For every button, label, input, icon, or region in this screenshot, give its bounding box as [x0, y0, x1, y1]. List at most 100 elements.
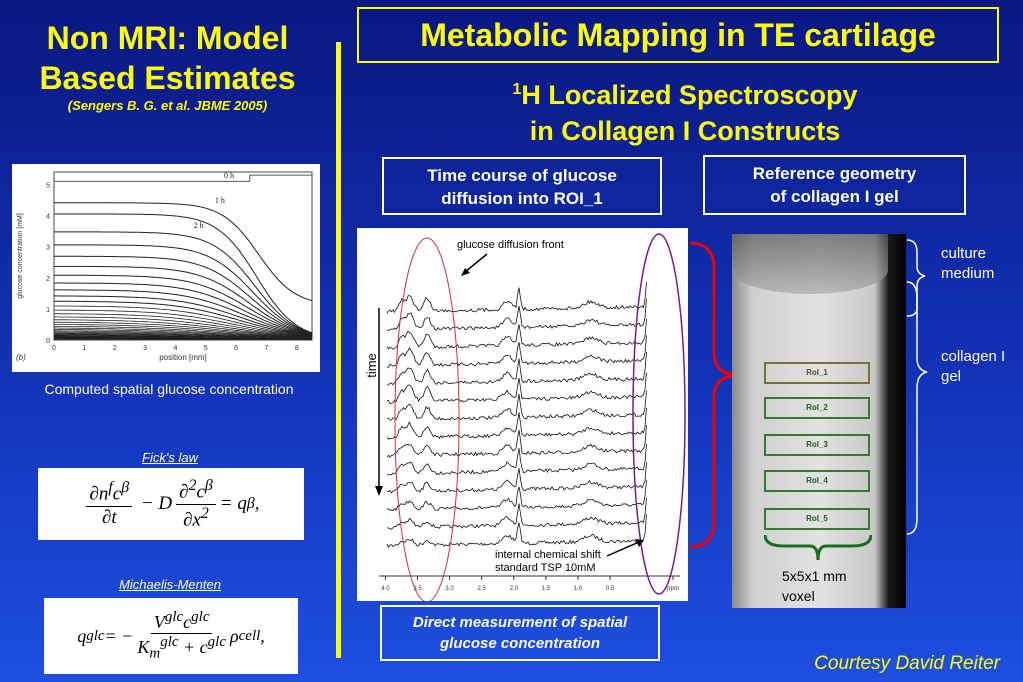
figure-caption: Computed spatial glucose concentration [44, 381, 294, 397]
subtitle-line: in Collagen I Constructs [529, 116, 841, 146]
spectrum-trace [386, 407, 647, 440]
voxel-label: 5x5x1 mm voxel [782, 566, 847, 606]
annotation-line: standard TSP 10mM [495, 562, 596, 574]
ppm-tick-label: 2.0 [510, 586, 519, 592]
concentration-curve [53, 319, 313, 338]
ppm-tick-label: 1.5 [542, 586, 551, 592]
divider-line [336, 42, 341, 658]
tsp-arrowhead [635, 539, 644, 547]
label-line: culture [941, 245, 987, 262]
culture-medium-label: culture medium [941, 244, 994, 284]
ppm-tick-label: 4.0 [381, 586, 390, 592]
concentration-curve [54, 295, 313, 337]
spectrum-trace [386, 479, 647, 512]
title-line: Non MRI: Model [46, 20, 289, 56]
spectrum-trace [386, 318, 647, 350]
label-line: collagen I [941, 348, 1006, 365]
tsp-region-ellipse [632, 233, 686, 595]
concentration-curve [54, 316, 313, 338]
front-arrowhead [461, 268, 470, 276]
curve-label: 1 h [215, 196, 225, 205]
subtitle: 1H Localized Spectroscopy in Collagen I … [420, 72, 950, 149]
curve-label: 2 h [194, 221, 204, 230]
concentration-curve [54, 321, 313, 339]
ppm-tick-label: 3.5 [413, 586, 422, 592]
concentration-curve [54, 244, 313, 334]
ppm-tick-label: 2.5 [478, 586, 487, 592]
ppm-tick-label: 3.0 [445, 586, 454, 592]
box-line: Reference geometry [752, 164, 917, 183]
roi-1[interactable]: RoI_1 [764, 362, 870, 384]
y-tick-label: 3 [46, 245, 50, 252]
label-line: medium [941, 265, 995, 282]
ppm-tick-label: 0.5 [606, 586, 615, 592]
concentration-curve [54, 282, 313, 336]
concentration-curve [53, 325, 313, 339]
spectrum-trace [386, 281, 647, 314]
y-axis-label: glucose concentration [mM] [17, 213, 24, 299]
courtesy-credit: Courtesy David Reiter [814, 653, 1000, 674]
roi-3[interactable]: RoI_3 [764, 434, 870, 456]
direct-measurement-box: Direct measurement of spatial glucose con… [380, 605, 660, 661]
tsp-annotation: internal chemical shift standard TSP 10mM [495, 549, 601, 575]
x-tick-label: 8 [295, 345, 299, 352]
concentration-curve [54, 313, 313, 338]
x-tick-label: 6 [234, 345, 238, 352]
michaelis-menten-equation: q glc = − Vglccglc Kmglc + cglc ρ cell, [44, 598, 298, 674]
x-tick-label: 0 [52, 345, 56, 352]
x-tick-label: 2 [113, 345, 117, 352]
roi-2[interactable]: RoI_2 [764, 397, 870, 419]
concentration-curve [54, 255, 313, 335]
box-line: Direct measurement of spatial [412, 614, 628, 631]
box-line: diffusion into ROI_1 [441, 189, 603, 208]
y-tick-label: 1 [46, 307, 50, 314]
left-title: Non MRI: Model Based Estimates [10, 18, 325, 98]
ficks-law-label: Fick's law [142, 450, 198, 465]
tsp-arrow [606, 541, 640, 557]
x-tick-label: 3 [143, 345, 147, 352]
white-braces [906, 239, 928, 535]
spectrum-trace [386, 444, 647, 476]
time-course-box: Time course of glucose diffusion into ROI… [382, 157, 662, 215]
spectrum-trace [386, 390, 647, 421]
spectra-panel: 4.0 3.5 3.0 2.5 2.0 1.5 1.0 0.5 ppm glucose diff… [357, 228, 688, 603]
roi-5[interactable]: RoI_5 [764, 508, 870, 530]
roi-4[interactable]: RoI_4 [764, 470, 870, 492]
box-line: Time course of glucose [427, 166, 617, 185]
time-arrowhead [375, 486, 383, 496]
x-tick-label: 5 [204, 345, 208, 352]
spectrum-trace [386, 298, 647, 331]
label-line: gel [941, 368, 962, 385]
glucose-concentration-chart: 0 1 2 3 4 5 6 7 8 0 1 2 3 4 5 position [mm] glucose conc… [12, 164, 320, 372]
y-tick-label: 0 [46, 338, 50, 345]
front-arrow [464, 253, 488, 273]
citation: (Sengers B. G. et al. JBME 2005) [67, 98, 268, 113]
spectrum-trace [387, 352, 647, 386]
x-tick-label: 4 [173, 345, 177, 352]
concentration-curve [54, 309, 313, 337]
curve-label: 0 h [224, 171, 234, 180]
glucose-front-annotation: glucose diffusion front [457, 239, 564, 251]
reference-geometry-box: Reference geometry of collagen I gel [703, 155, 966, 215]
concentration-curve [54, 300, 313, 337]
box-line: of collagen I gel [770, 187, 899, 206]
box-line: glucose concentration [439, 635, 601, 652]
title-line: Based Estimates [39, 60, 296, 96]
concentration-curve [54, 231, 313, 334]
curve-0h [54, 174, 312, 182]
y-tick-label: 5 [46, 182, 50, 189]
spectrum-trace [386, 425, 647, 458]
ppm-tick-label: 1.0 [574, 586, 583, 592]
concentration-curve [54, 305, 313, 337]
main-title: Metabolic Mapping in TE cartilage [357, 7, 999, 63]
annotation-line: internal chemical shift [495, 549, 601, 561]
ppm-tick-label: ppm [667, 586, 679, 592]
voxel-line: 5x5x1 mm [782, 568, 847, 584]
x-tick-label: 1 [82, 345, 86, 352]
concentration-curve [54, 265, 313, 335]
concentration-curve [54, 213, 313, 334]
x-axis-label: position [mm] [159, 353, 207, 362]
superscript: 1 [512, 81, 522, 98]
